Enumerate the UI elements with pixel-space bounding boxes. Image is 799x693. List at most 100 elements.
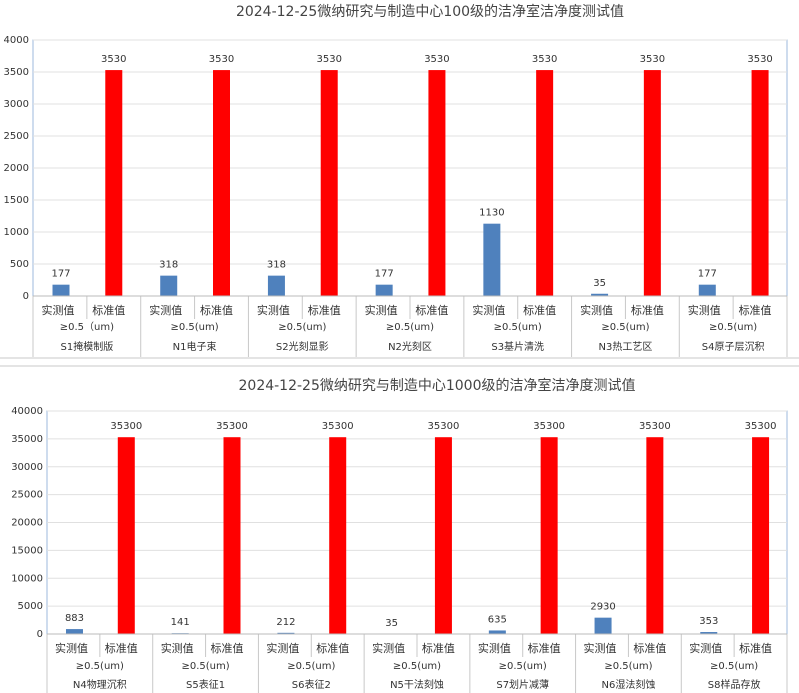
size-label: ≥0.5(um) [710, 661, 758, 672]
data-label: 3530 [101, 54, 126, 65]
data-label: 35300 [110, 421, 142, 432]
bar-label: 实测值 [149, 303, 182, 317]
x-tick-label: S3基片清洗 [491, 340, 544, 353]
x-tick-label: S5表征1 [186, 678, 225, 691]
bar-label: 标准值 [316, 641, 349, 655]
bar-label: 标准值 [739, 303, 772, 317]
data-label: 3530 [209, 54, 234, 65]
bar-label: 标准值 [200, 303, 233, 317]
bar-label: 标准值 [105, 641, 138, 655]
y-tick-label: 0 [23, 291, 29, 302]
data-label: 35 [593, 278, 606, 289]
bar-label: 实测值 [257, 303, 290, 317]
y-tick-label: 5000 [18, 601, 43, 612]
size-label: ≥0.5(um) [278, 322, 326, 333]
bar [428, 70, 446, 296]
bar-label: 标准值 [422, 641, 455, 655]
bar [52, 284, 70, 296]
x-tick-label: S8样品存放 [708, 678, 761, 691]
y-tick-label: 2500 [4, 131, 29, 142]
chart-title: 2024-12-25微纳研究与制造中心1000级的洁净室洁净度测试值 [239, 377, 636, 394]
x-tick-label: S2光刻显影 [276, 340, 329, 353]
size-label: ≥0.5(um) [170, 322, 218, 333]
data-label: 35300 [639, 421, 671, 432]
bar-label: 实测值 [372, 641, 405, 655]
bar [320, 70, 338, 296]
bar [646, 437, 664, 634]
bar [213, 70, 230, 296]
y-tick-label: 1500 [4, 195, 29, 206]
bar [752, 437, 770, 634]
data-label: 35300 [745, 421, 777, 432]
bar-label: 标准值 [631, 303, 664, 317]
data-label: 35300 [533, 421, 565, 432]
size-label: ≥0.5(um) [604, 661, 652, 672]
chart-title: 2024-12-25微纳研究与制造中心100级的洁净室洁净度测试值 [236, 3, 624, 20]
bar [329, 437, 347, 634]
y-tick-label: 15000 [11, 545, 43, 556]
bar [65, 629, 83, 634]
data-label: 35300 [322, 421, 354, 432]
x-tick-label: N1电子束 [173, 340, 217, 353]
bar [375, 284, 393, 296]
data-label: 2930 [590, 602, 615, 613]
bar [483, 223, 501, 296]
data-label: 177 [51, 269, 70, 280]
bar [117, 437, 135, 634]
size-label: ≥0.5(um) [494, 322, 542, 333]
size-label: ≥0.5(um) [386, 322, 434, 333]
bar [434, 437, 452, 634]
bar-label: 标准值 [211, 641, 244, 655]
x-tick-label: S1掩模制版 [60, 340, 113, 353]
y-tick-label: 2000 [4, 163, 29, 174]
bar-label: 实测值 [472, 303, 505, 317]
data-label: 3530 [316, 54, 341, 65]
data-label: 35 [385, 618, 398, 629]
data-label: 3530 [747, 54, 772, 65]
y-tick-label: 30000 [11, 462, 43, 473]
data-label: 3530 [640, 54, 665, 65]
y-tick-label: 40000 [11, 406, 43, 417]
bar-label: 标准值 [415, 303, 448, 317]
data-label: 177 [375, 269, 394, 280]
bar [751, 70, 769, 296]
y-tick-label: 0 [37, 629, 43, 640]
bar-label: 实测值 [42, 303, 75, 317]
data-label: 318 [267, 260, 286, 271]
bar [160, 275, 178, 296]
bar-label: 实测值 [584, 641, 617, 655]
x-tick-label: S7划片减薄 [496, 678, 549, 691]
bar [223, 437, 241, 634]
y-tick-label: 25000 [11, 490, 43, 501]
x-tick-label: S6表征2 [292, 678, 331, 691]
bar-label: 标准值 [528, 641, 561, 655]
x-tick-label: N5干法刻蚀 [390, 678, 444, 691]
size-label: ≥0.5(um) [287, 661, 335, 672]
data-label: 1130 [479, 208, 504, 219]
x-tick-label: N3热工艺区 [599, 340, 653, 353]
y-tick-label: 20000 [11, 518, 43, 529]
y-tick-label: 3500 [4, 67, 29, 78]
bar-label: 实测值 [688, 303, 721, 317]
data-label: 177 [698, 269, 717, 280]
x-tick-label: N2光刻区 [388, 340, 432, 353]
x-tick-label: N6湿法刻蚀 [602, 678, 656, 691]
data-label: 3530 [424, 54, 449, 65]
bar [488, 630, 506, 634]
x-tick-label: N4物理沉积 [73, 678, 127, 691]
size-label: ≥0.5(um) [76, 661, 124, 672]
bar [698, 284, 716, 296]
y-tick-label: 1000 [4, 227, 29, 238]
bar-label: 实测值 [266, 641, 299, 655]
y-tick-label: 4000 [4, 35, 29, 46]
size-label: ≥0.5(um) [601, 322, 649, 333]
data-label: 353 [699, 616, 718, 627]
bar [267, 275, 285, 296]
bar [594, 617, 612, 634]
size-label: ≥0.5(um) [393, 661, 441, 672]
bar-label: 实测值 [365, 303, 398, 317]
bar [643, 70, 661, 296]
size-label: ≥0.5(um) [181, 661, 229, 672]
bar [700, 632, 718, 634]
